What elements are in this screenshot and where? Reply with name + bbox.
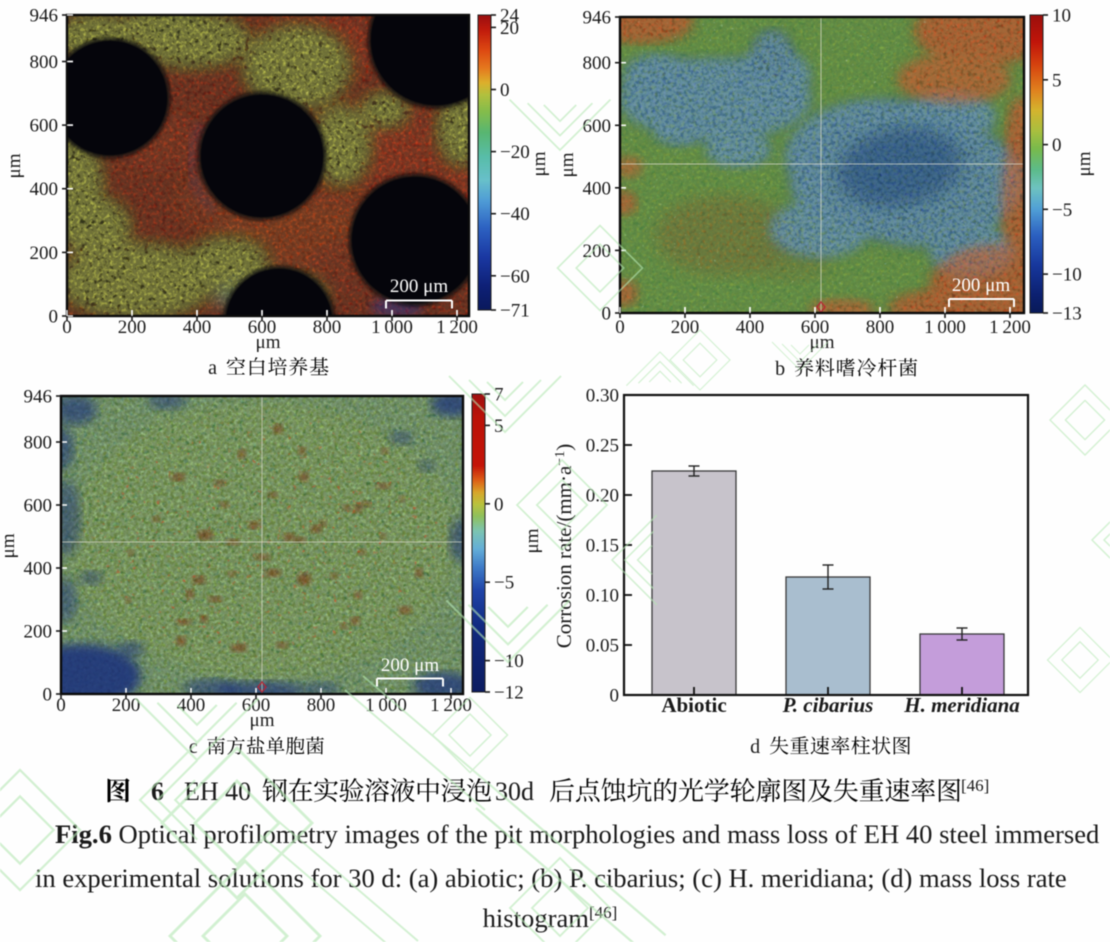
svg-text:946: 946 [24,387,53,408]
svg-text:6: 6 [151,777,164,806]
svg-text:400: 400 [736,317,765,338]
svg-text:−12: −12 [494,683,524,704]
svg-text:Fig.6: Fig.6 [55,819,112,849]
svg-text:0: 0 [62,317,72,338]
svg-text:Corrosion rate/(mm·a−1): Corrosion rate/(mm·a−1) [552,444,576,648]
svg-text:d: d [750,736,760,758]
svg-text:−5: −5 [494,573,514,594]
svg-text:μm: μm [0,533,19,558]
svg-text:[46]: [46] [961,776,989,795]
svg-text:800: 800 [24,433,53,454]
svg-text:H. meridiana: H. meridiana [903,693,1020,717]
svg-text:20: 20 [500,18,519,39]
svg-text:400: 400 [583,178,612,199]
svg-text:P. cibarius: P. cibarius [782,693,874,717]
svg-text:0.05: 0.05 [586,636,619,657]
svg-text:0: 0 [494,494,504,515]
svg-text:200 μm: 200 μm [390,276,448,297]
svg-text:800: 800 [313,317,342,338]
svg-text:0: 0 [1052,135,1062,156]
svg-text:Optical profilometry images of: Optical profilometry images of the pit m… [119,819,1100,849]
svg-text:600: 600 [801,317,830,338]
svg-text:1 200: 1 200 [436,317,478,338]
svg-text:μm: μm [250,710,275,731]
svg-text:μm: μm [522,528,543,553]
svg-text:1 000: 1 000 [371,317,413,338]
svg-text:[46]: [46] [589,903,617,922]
svg-text:0.10: 0.10 [586,586,619,607]
svg-text:0.15: 0.15 [586,536,619,557]
svg-text:μm: μm [1074,151,1095,176]
svg-text:400: 400 [24,559,53,580]
svg-text:200: 200 [30,243,59,264]
svg-text:0: 0 [610,686,620,707]
svg-text:−40: −40 [500,204,530,225]
svg-text:200: 200 [24,622,53,643]
svg-text:800: 800 [307,695,336,716]
svg-text:0.30: 0.30 [586,386,619,407]
svg-text:−71: −71 [500,301,530,322]
svg-text:200: 200 [118,317,147,338]
svg-text:800: 800 [30,52,59,73]
svg-text:−5: −5 [1052,200,1072,221]
svg-text:1 000: 1 000 [924,317,966,338]
svg-text:24: 24 [500,6,520,27]
svg-text:−10: −10 [1052,265,1082,286]
svg-text:200: 200 [112,695,141,716]
svg-text:946: 946 [583,8,612,29]
svg-text:400: 400 [30,179,59,200]
svg-text:400: 400 [177,695,206,716]
svg-text:600: 600 [242,695,271,716]
svg-text:−13: −13 [1052,304,1082,325]
svg-text:μm: μm [557,152,578,177]
svg-text:−20: −20 [500,142,530,163]
svg-text:b: b [775,358,785,380]
svg-text:200 μm: 200 μm [952,275,1010,296]
svg-text:946: 946 [30,6,59,27]
svg-text:0: 0 [49,307,59,328]
svg-text:μm: μm [4,153,25,178]
svg-text:600: 600 [583,116,612,137]
svg-text:30d: 30d [495,777,534,806]
svg-text:600: 600 [30,116,59,137]
svg-text:0.25: 0.25 [586,436,619,457]
svg-text:800: 800 [583,53,612,74]
svg-text:800: 800 [866,317,895,338]
svg-text:0: 0 [500,80,510,101]
svg-text:10: 10 [1052,6,1071,27]
svg-text:μm: μm [256,332,281,353]
svg-text:μm: μm [529,151,550,176]
svg-text:600: 600 [248,317,277,338]
svg-text:5: 5 [1052,70,1062,91]
svg-text:0: 0 [56,695,66,716]
svg-text:a: a [208,357,217,379]
svg-text:−60: −60 [500,266,530,287]
svg-text:0: 0 [615,317,625,338]
svg-text:histogram: histogram [483,903,590,933]
svg-text:400: 400 [183,317,212,338]
svg-text:μm: μm [810,332,835,353]
svg-text:1 200: 1 200 [989,317,1031,338]
svg-text:1 000: 1 000 [365,695,407,716]
svg-text:0.20: 0.20 [586,486,619,507]
svg-text:0: 0 [43,685,53,706]
svg-text:200 μm: 200 μm [381,655,439,676]
svg-text:200: 200 [583,241,612,262]
svg-text:600: 600 [24,496,53,517]
svg-text:0: 0 [602,304,612,325]
svg-text:Abiotic: Abiotic [661,693,726,717]
svg-text:1 200: 1 200 [430,695,472,716]
svg-text:200: 200 [671,317,700,338]
